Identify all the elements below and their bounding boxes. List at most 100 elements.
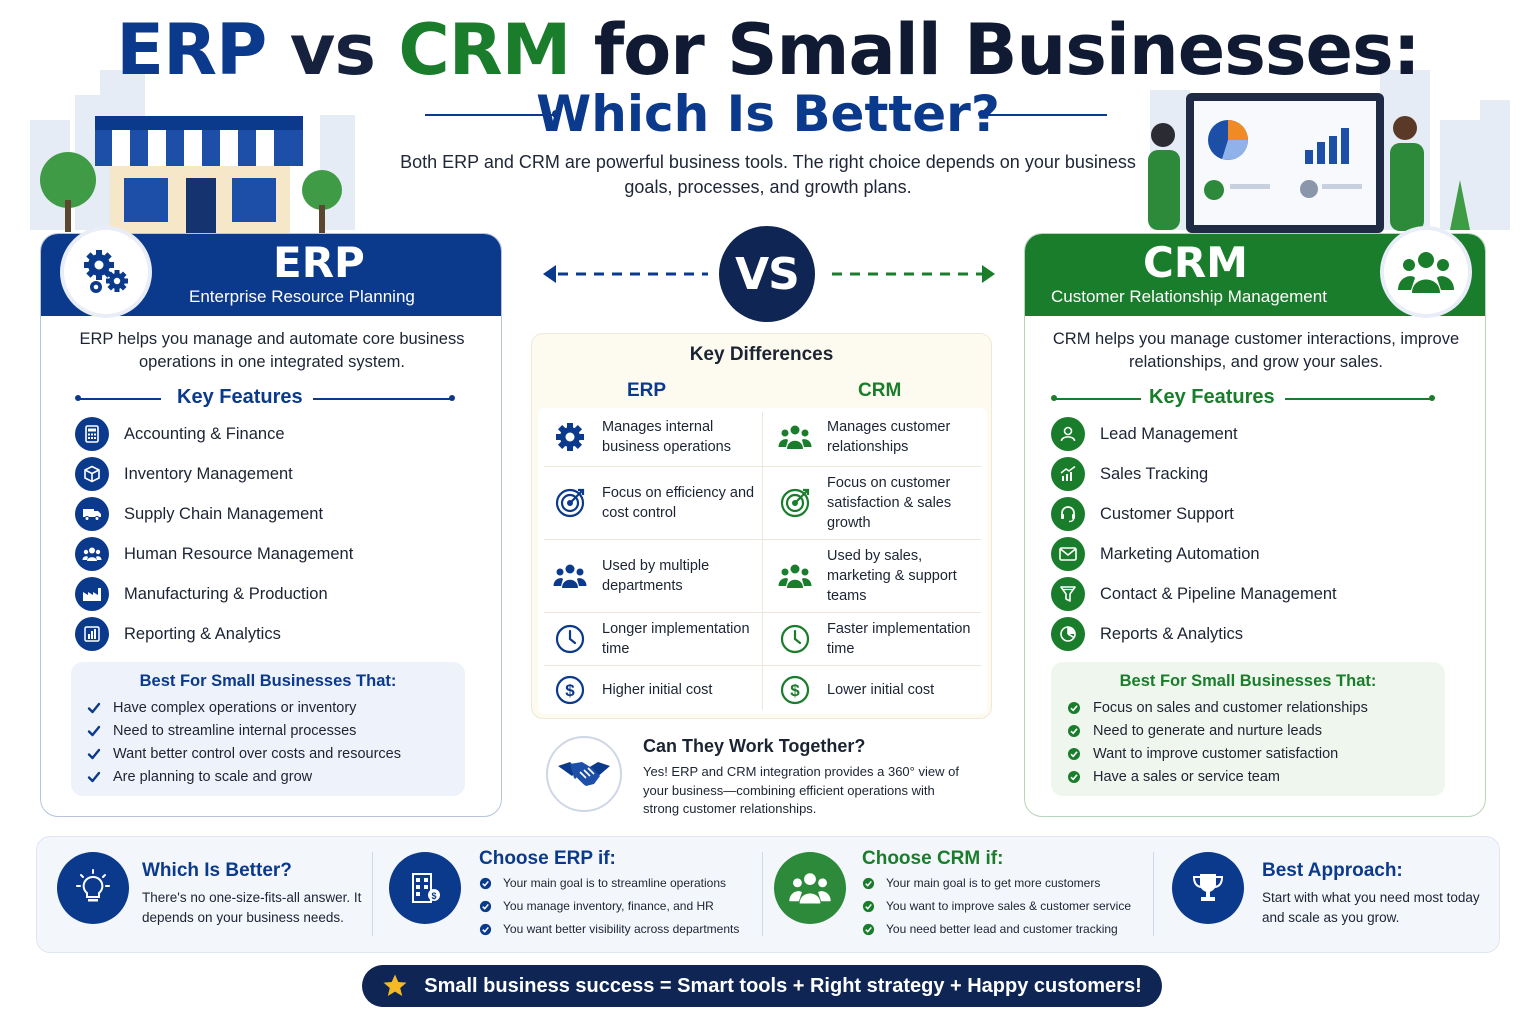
crm-best-for-text: Focus on sales and customer relationship…	[1093, 700, 1368, 716]
crm-best-for-text: Want to improve customer satisfaction	[1093, 746, 1339, 762]
erp-feature-label: Supply Chain Management	[124, 504, 324, 523]
kd-cell-erp: Longer implementation time	[538, 613, 760, 665]
pie-chart-icon	[1051, 617, 1085, 651]
title-rule-right	[982, 114, 1107, 116]
crm-feature-label: Contact & Pipeline Management	[1100, 584, 1337, 603]
kd-crm-text: Focus on customer satisfaction & sales g…	[827, 475, 952, 531]
check-icon	[87, 747, 101, 761]
vs-badge: VS	[719, 226, 815, 322]
erp-kf-dot-left	[75, 395, 81, 401]
crm-panel-title: CRM	[1143, 238, 1248, 287]
headset-icon	[1051, 497, 1085, 531]
bottom-divider	[762, 852, 763, 936]
erp-feature-item: Inventory Management	[75, 456, 293, 492]
growth-chart-icon	[1051, 457, 1085, 491]
people-illustration	[1148, 116, 1470, 231]
table-row: Longer implementation time Faster implem…	[538, 613, 987, 665]
kd-row-divider	[544, 466, 981, 467]
table-row: $ Higher initial cost $ Lower initial co…	[538, 666, 987, 714]
kd-row-divider	[544, 539, 981, 540]
user-icon	[1051, 417, 1085, 451]
title-rule-dot-left	[552, 110, 560, 118]
dollar-icon: $	[550, 674, 590, 706]
kd-body: Manages internal business operations Man…	[538, 408, 987, 714]
table-row: Focus on efficiency and cost control Foc…	[538, 467, 987, 539]
target-icon	[550, 487, 590, 519]
lightbulb-icon	[57, 852, 129, 924]
together-text: Yes! ERP and CRM integration provides a …	[643, 764, 959, 816]
bottom-divider	[1153, 852, 1154, 936]
crm-feature-item: Reports & Analytics	[1051, 616, 1243, 652]
check-icon	[87, 770, 101, 784]
gear-icon	[550, 421, 590, 453]
choose-crm-item: Your main goal is to get more customers	[862, 876, 1100, 890]
choose-erp-text: You manage inventory, finance, and HR	[503, 899, 714, 913]
erp-best-for-text: Need to streamline internal processes	[113, 723, 357, 739]
background-skyline	[30, 70, 1510, 235]
kd-cell-crm: Used by sales, marketing & support teams	[763, 540, 985, 612]
kd-erp-text: Longer implementation time	[602, 621, 750, 657]
check-circle-icon	[862, 900, 875, 913]
footer-text: Small business success = Smart tools + R…	[424, 974, 1142, 997]
title-rule-left	[425, 114, 555, 116]
bar-chart-icon	[75, 617, 109, 651]
calculator-icon	[75, 417, 109, 451]
kd-cell-erp: Manages internal business operations	[538, 408, 760, 466]
team-icon	[774, 852, 846, 924]
funnel-icon	[1051, 577, 1085, 611]
erp-feature-item: Accounting & Finance	[75, 416, 285, 452]
kd-column-divider	[762, 412, 763, 710]
crm-feature-label: Customer Support	[1100, 504, 1234, 523]
crm-description: CRM helps you manage customer interactio…	[1052, 330, 1460, 371]
erp-key-features-title: Key Features	[177, 386, 303, 408]
check-circle-icon	[479, 877, 492, 890]
left-arrow-icon	[543, 265, 708, 283]
kd-col-header-crm: CRM	[858, 380, 902, 401]
choose-erp-item: Your main goal is to streamline operatio…	[479, 876, 726, 890]
kd-cell-crm: Manages customer relationships	[763, 408, 985, 466]
people-icon	[775, 563, 815, 589]
crm-feature-label: Marketing Automation	[1100, 544, 1260, 563]
erp-feature-item: Supply Chain Management	[75, 496, 323, 532]
kd-cell-crm: $ Lower initial cost	[763, 666, 985, 714]
table-row: Manages internal business operations Man…	[538, 408, 987, 466]
target-icon	[775, 487, 815, 519]
dollar-icon: $	[775, 674, 815, 706]
truck-icon	[75, 497, 109, 531]
erp-feature-label: Accounting & Finance	[124, 424, 285, 443]
erp-feature-item: Manufacturing & Production	[75, 576, 328, 612]
kd-crm-text: Manages customer relationships	[827, 419, 951, 455]
kd-cell-erp: Used by multiple departments	[538, 540, 760, 612]
choose-erp-text: You want better visibility across depart…	[503, 922, 740, 936]
title-crm: CRM	[398, 9, 571, 91]
crm-feature-item: Marketing Automation	[1051, 536, 1260, 572]
crm-feature-label: Reports & Analytics	[1100, 624, 1244, 643]
crm-feature-item: Contact & Pipeline Management	[1051, 576, 1337, 612]
people-icon	[775, 424, 815, 450]
kd-crm-text: Faster implementation time	[827, 621, 971, 657]
table-row: Used by multiple departments Used by sal…	[538, 540, 987, 612]
erp-feature-label: Manufacturing & Production	[124, 584, 328, 603]
team-icon	[1380, 226, 1472, 318]
crm-best-for-item: Want to improve customer satisfaction	[1067, 746, 1338, 762]
check-circle-icon	[862, 877, 875, 890]
choose-erp-item: You want better visibility across depart…	[479, 922, 739, 936]
crm-kf-dot-left	[1051, 395, 1057, 401]
choose-crm-text: You need better lead and customer tracki…	[886, 922, 1118, 936]
crm-best-for-item: Focus on sales and customer relationship…	[1067, 700, 1368, 716]
clock-icon	[550, 623, 590, 655]
crm-best-for-box: Best For Small Businesses That: Focus on…	[1051, 662, 1445, 796]
erp-best-for-text: Want better control over costs and resou…	[113, 746, 401, 762]
check-icon	[87, 724, 101, 738]
crm-feature-label: Lead Management	[1100, 424, 1238, 443]
building-icon: $	[389, 852, 461, 924]
erp-best-for-item: Need to streamline internal processes	[87, 723, 356, 739]
choose-crm-title: Choose CRM if:	[862, 848, 1004, 869]
crm-panel-subtitle: Customer Relationship Management	[1051, 287, 1327, 306]
kd-row-divider	[544, 665, 981, 666]
check-icon	[87, 701, 101, 715]
crm-best-for-text: Need to generate and nurture leads	[1093, 723, 1322, 739]
svg-text:$: $	[565, 681, 575, 700]
kd-col-header-erp: ERP	[627, 380, 667, 401]
main-subtitle-heading: Which Is Better?	[536, 85, 1000, 143]
